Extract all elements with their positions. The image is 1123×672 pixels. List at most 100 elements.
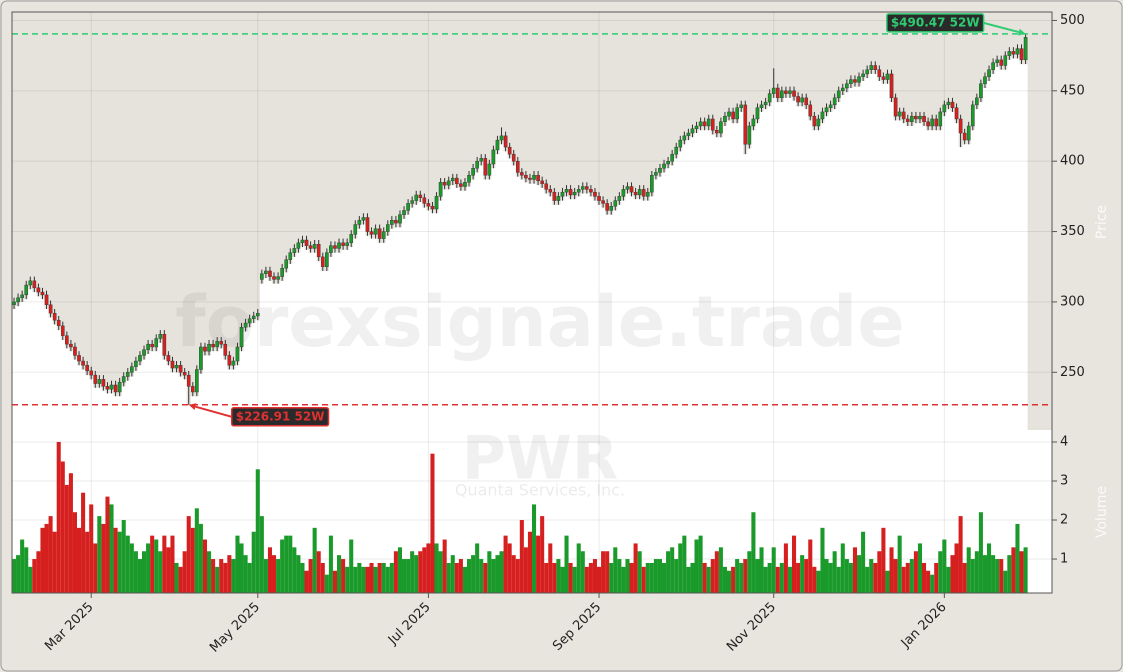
volume-bar xyxy=(844,559,849,593)
volume-bar xyxy=(150,535,155,593)
candle-body xyxy=(853,79,857,83)
candle-body xyxy=(650,175,654,193)
candle-body xyxy=(32,280,37,289)
volume-bar xyxy=(353,566,358,593)
candle-body xyxy=(459,183,463,187)
volume-bar xyxy=(718,547,723,593)
candle-body xyxy=(942,104,947,113)
candle-body xyxy=(463,182,467,187)
volume-bar xyxy=(523,547,528,593)
volume-bar xyxy=(450,555,455,593)
candle-body xyxy=(666,160,670,165)
volume-bar xyxy=(276,559,281,593)
volume-bar xyxy=(186,516,191,593)
volume-bar xyxy=(617,559,622,593)
volume-bar xyxy=(678,543,683,593)
candle-body xyxy=(69,343,73,348)
volume-bar xyxy=(710,559,715,593)
volume-bar xyxy=(471,555,476,593)
volume-bar xyxy=(129,543,134,593)
volume-bar xyxy=(162,535,167,593)
volume-bar xyxy=(235,535,240,593)
candle-body xyxy=(174,365,179,369)
volume-bar xyxy=(20,539,25,593)
candle-body xyxy=(48,304,53,314)
symbol-watermark: PWR xyxy=(462,424,618,494)
candle-body xyxy=(406,203,410,211)
volume-bar xyxy=(1019,551,1024,593)
volume-bar xyxy=(865,566,870,593)
volume-bar xyxy=(540,516,545,593)
candle-body xyxy=(991,62,995,70)
volume-bar xyxy=(48,516,53,593)
volume-bar xyxy=(288,535,293,593)
volume-bar xyxy=(714,551,719,593)
volume-bar xyxy=(377,562,382,593)
volume-bar xyxy=(564,535,569,593)
candle-body xyxy=(97,379,102,384)
volume-bar xyxy=(1023,547,1028,593)
volume-bar xyxy=(267,547,272,593)
annotation-arrow xyxy=(983,21,1020,34)
volume-bar xyxy=(198,523,203,593)
volume-bar xyxy=(605,551,610,593)
volume-bar xyxy=(446,562,451,593)
volume-bar xyxy=(507,543,512,593)
volume-bar xyxy=(909,559,914,593)
volume-bar xyxy=(458,559,463,593)
candle-body xyxy=(199,346,203,370)
candle-body xyxy=(520,172,524,176)
candle-body xyxy=(499,135,504,141)
candle-body xyxy=(816,118,821,127)
volume-bar xyxy=(804,559,809,593)
volume-bar xyxy=(706,566,711,593)
candle-body xyxy=(20,294,24,298)
volume-bar xyxy=(926,570,931,593)
candle-body xyxy=(731,111,735,120)
volume-bar xyxy=(674,559,679,593)
arrow-head xyxy=(1017,28,1026,36)
candle-body xyxy=(601,200,605,204)
volume-bar xyxy=(385,566,390,593)
volume-bar xyxy=(467,559,472,593)
volume-bar xyxy=(698,535,703,593)
candle-body xyxy=(613,200,618,207)
volume-bar xyxy=(763,566,768,593)
volume-bar xyxy=(105,496,110,593)
candle-body xyxy=(938,111,943,127)
volume-bar xyxy=(995,559,1000,593)
candle-body xyxy=(751,118,756,127)
candle-body xyxy=(987,69,991,77)
volume-bar xyxy=(72,512,77,593)
volume-bar xyxy=(101,523,106,593)
volume-bar xyxy=(771,547,776,593)
volume-bar xyxy=(987,543,992,593)
volume-bar xyxy=(527,531,532,593)
volume-bar xyxy=(727,570,732,593)
candle-body xyxy=(544,183,549,190)
volume-bar xyxy=(597,566,602,593)
candle-body xyxy=(227,355,232,366)
candle-body xyxy=(767,93,772,103)
volume-bar xyxy=(905,562,910,593)
candle-body xyxy=(182,372,187,376)
candle-body xyxy=(759,104,764,108)
annotation-arrow xyxy=(195,405,232,418)
volume-bar xyxy=(121,520,126,593)
candle-body xyxy=(958,118,963,134)
volume-tick-label: 1 xyxy=(1060,552,1068,567)
candle-body xyxy=(195,369,199,393)
y-tick-label: 350 xyxy=(1060,224,1085,239)
volume-bar xyxy=(243,555,248,593)
volume-bar xyxy=(991,555,996,593)
volume-bar xyxy=(16,555,21,593)
annotation: $226.91 52W xyxy=(230,407,330,427)
volume-bar xyxy=(877,551,882,593)
volume-bar xyxy=(89,504,94,593)
candle-body xyxy=(24,284,29,296)
volume-bar xyxy=(284,535,289,593)
candle-body xyxy=(686,132,691,137)
volume-bar xyxy=(44,523,49,593)
candle-body xyxy=(979,83,983,99)
volume-bar xyxy=(739,562,744,593)
